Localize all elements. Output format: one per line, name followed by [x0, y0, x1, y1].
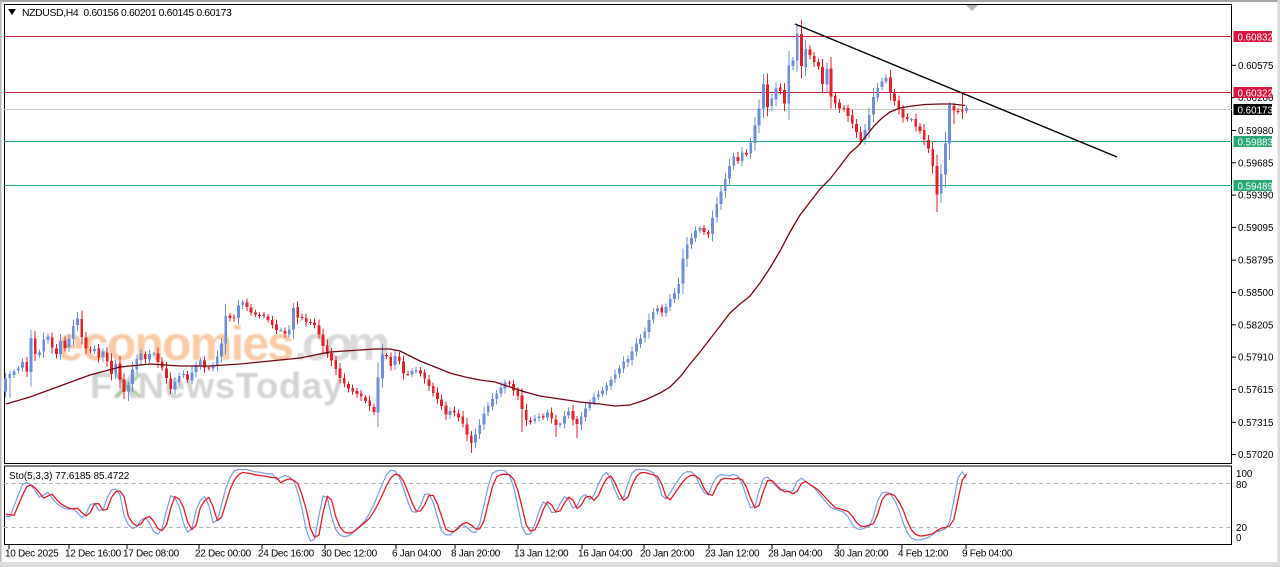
svg-text:0.59980: 0.59980 — [1238, 126, 1274, 137]
svg-text:.com: .com — [294, 318, 390, 371]
svg-text:8 Jan 20:00: 8 Jan 20:00 — [451, 549, 501, 560]
svg-text:0.57020: 0.57020 — [1238, 450, 1274, 461]
svg-text:23 Jan 12:00: 23 Jan 12:00 — [705, 549, 760, 560]
svg-text:0.59390: 0.59390 — [1238, 191, 1274, 202]
svg-text:0.60832: 0.60832 — [1238, 32, 1273, 43]
svg-text:0.60280: 0.60280 — [1238, 93, 1274, 104]
svg-text:6 Jan 04:00: 6 Jan 04:00 — [392, 549, 442, 560]
svg-text:12 Dec 16:00: 12 Dec 16:00 — [65, 549, 122, 560]
svg-text:10 Dec 2025: 10 Dec 2025 — [5, 549, 59, 560]
svg-text:Sto(5,3,3) 77.6185 85.4722: Sto(5,3,3) 77.6185 85.4722 — [9, 471, 129, 482]
svg-text:30 Jan 20:00: 30 Jan 20:00 — [834, 549, 889, 560]
svg-text:100: 100 — [1236, 469, 1253, 480]
svg-text:0.60173: 0.60173 — [1238, 105, 1274, 116]
svg-text:24 Dec 16:00: 24 Dec 16:00 — [258, 549, 315, 560]
svg-text:0.57615: 0.57615 — [1238, 385, 1274, 396]
svg-text:9 Feb 04:00: 9 Feb 04:00 — [962, 549, 1013, 560]
svg-text:0.57910: 0.57910 — [1238, 353, 1274, 364]
svg-text:17 Dec 08:00: 17 Dec 08:00 — [123, 549, 180, 560]
svg-text:4 Feb 12:00: 4 Feb 12:00 — [898, 549, 949, 560]
svg-text:0.57315: 0.57315 — [1238, 418, 1274, 429]
svg-text:28 Jan 04:00: 28 Jan 04:00 — [768, 549, 823, 560]
svg-text:80: 80 — [1236, 480, 1247, 491]
svg-text:NZDUSD,H4 0.60156 0.60201 0.6: NZDUSD,H4 0.60156 0.60201 0.60145 0.6017… — [22, 8, 232, 19]
svg-text:0.58500: 0.58500 — [1238, 288, 1274, 299]
svg-text:13 Jan 12:00: 13 Jan 12:00 — [514, 549, 569, 560]
svg-text:0: 0 — [1236, 533, 1242, 544]
svg-text:20: 20 — [1236, 523, 1247, 534]
svg-text:0.60322: 0.60322 — [1238, 88, 1273, 99]
svg-text:economies: economies — [57, 318, 294, 371]
svg-text:0.59685: 0.59685 — [1238, 158, 1274, 169]
svg-text:16 Jan 04:00: 16 Jan 04:00 — [578, 549, 633, 560]
svg-text:0.58205: 0.58205 — [1238, 320, 1274, 331]
svg-text:0.59883: 0.59883 — [1238, 137, 1274, 148]
svg-text:0.59489: 0.59489 — [1238, 181, 1273, 192]
svg-text:0.60575: 0.60575 — [1238, 61, 1274, 72]
svg-text:20 Jan 20:00: 20 Jan 20:00 — [640, 549, 695, 560]
svg-text:22 Dec 00:00: 22 Dec 00:00 — [195, 549, 252, 560]
svg-text:0.58795: 0.58795 — [1238, 256, 1274, 267]
svg-text:0.59095: 0.59095 — [1238, 223, 1274, 234]
svg-text:30 Dec 12:00: 30 Dec 12:00 — [321, 549, 378, 560]
